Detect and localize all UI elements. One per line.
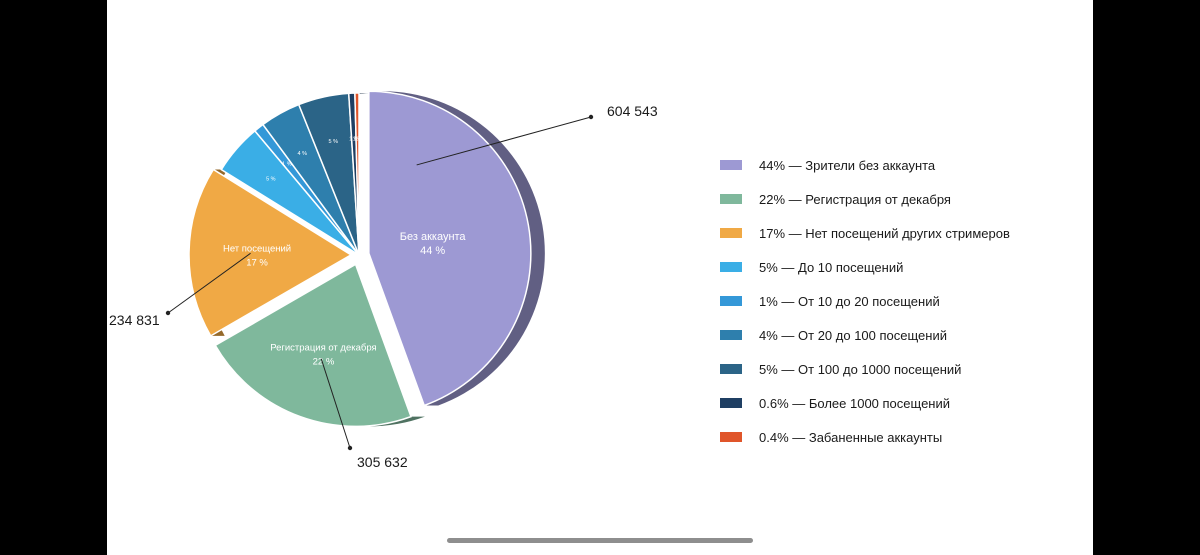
legend-item: 0.6% — Более 1000 посещений — [720, 386, 1080, 420]
legend-label: 4% — От 20 до 100 посещений — [759, 327, 947, 343]
leader-line-no-account — [416, 116, 592, 166]
legend-swatch — [720, 296, 742, 306]
callout-value-no-visits: 234 831 — [109, 312, 160, 328]
legend-label: 0.6% — Более 1000 посещений — [759, 395, 951, 411]
slice-no-visits — [188, 168, 353, 337]
slice-label: Нет посещений — [223, 243, 291, 254]
legend-label: 5% — От 100 до 1000 посещений — [759, 361, 962, 377]
legend-item: 22% — Регистрация от декабря — [720, 182, 1080, 216]
legend-item: 5% — До 10 посещений — [720, 250, 1080, 284]
leader-line-no-account-dot — [588, 114, 594, 120]
legend-swatch — [720, 228, 742, 238]
leader-line-no-visits-dot — [165, 310, 171, 316]
leader-line-no-visits — [167, 252, 251, 314]
legend-swatch — [720, 432, 742, 442]
legend-item: 44% — Зрители без аккаунта — [720, 148, 1080, 182]
slice-label: 5 % — [329, 139, 339, 145]
home-indicator[interactable] — [447, 538, 753, 543]
legend-swatch — [720, 160, 742, 170]
slice-label: Без аккаунта — [400, 231, 467, 243]
legend-item: 4% — От 20 до 100 посещений — [720, 318, 1080, 352]
slice-registration — [214, 263, 412, 428]
legend-swatch — [720, 262, 742, 272]
legend-swatch — [720, 330, 742, 340]
slide: Без аккаунта 44 % Регистрация от декабря 22… — [107, 0, 1093, 555]
callout-value-no-account: 604 543 — [607, 103, 658, 119]
legend-item: 1% — От 10 до 20 посещений — [720, 284, 1080, 318]
slice-percent: 22 % — [313, 357, 335, 368]
slice-percent: 44 % — [420, 245, 445, 257]
legend: 44% — Зрители без аккаунта 22% — Регистр… — [720, 148, 1080, 454]
leader-line-registration — [320, 358, 351, 449]
legend-item: 0.4% — Забаненные аккаунты — [720, 420, 1080, 454]
slice-label: 1 % — [282, 161, 292, 167]
legend-swatch — [720, 194, 742, 204]
legend-label: 17% — Нет посещений других стримеров — [759, 225, 1010, 241]
slice-label: 5 % — [266, 177, 276, 183]
leader-line-registration-dot — [347, 445, 353, 451]
legend-swatch — [720, 398, 742, 408]
legend-item: 5% — От 100 до 1000 посещений — [720, 352, 1080, 386]
legend-swatch — [720, 364, 742, 374]
legend-label: 0.4% — Забаненные аккаунты — [759, 429, 943, 445]
legend-label: 22% — Регистрация от декабря — [759, 191, 951, 207]
slice-label: Регистрация от декабря — [270, 343, 376, 354]
slice-label: 1 % — [353, 136, 363, 142]
legend-label: 44% — Зрители без аккаунта — [759, 157, 936, 173]
callout-value-registration: 305 632 — [357, 454, 408, 470]
slice-label: 1 % — [349, 136, 359, 142]
slice-label: 4 % — [298, 151, 308, 157]
slice-no-account — [368, 90, 532, 407]
pie-labels: Без аккаунта 44 % Регистрация от декабря 22… — [223, 136, 466, 367]
slice-8 — [354, 92, 360, 256]
slice-percent: 17 % — [246, 257, 268, 268]
pie-slices — [188, 90, 532, 428]
pie-chart: Без аккаунта 44 % Регистрация от декабря 22… — [165, 90, 594, 451]
legend-item: 17% — Нет посещений других стримеров — [720, 216, 1080, 250]
legend-label: 1% — От 10 до 20 посещений — [759, 293, 940, 309]
legend-label: 5% — До 10 посещений — [759, 259, 904, 275]
